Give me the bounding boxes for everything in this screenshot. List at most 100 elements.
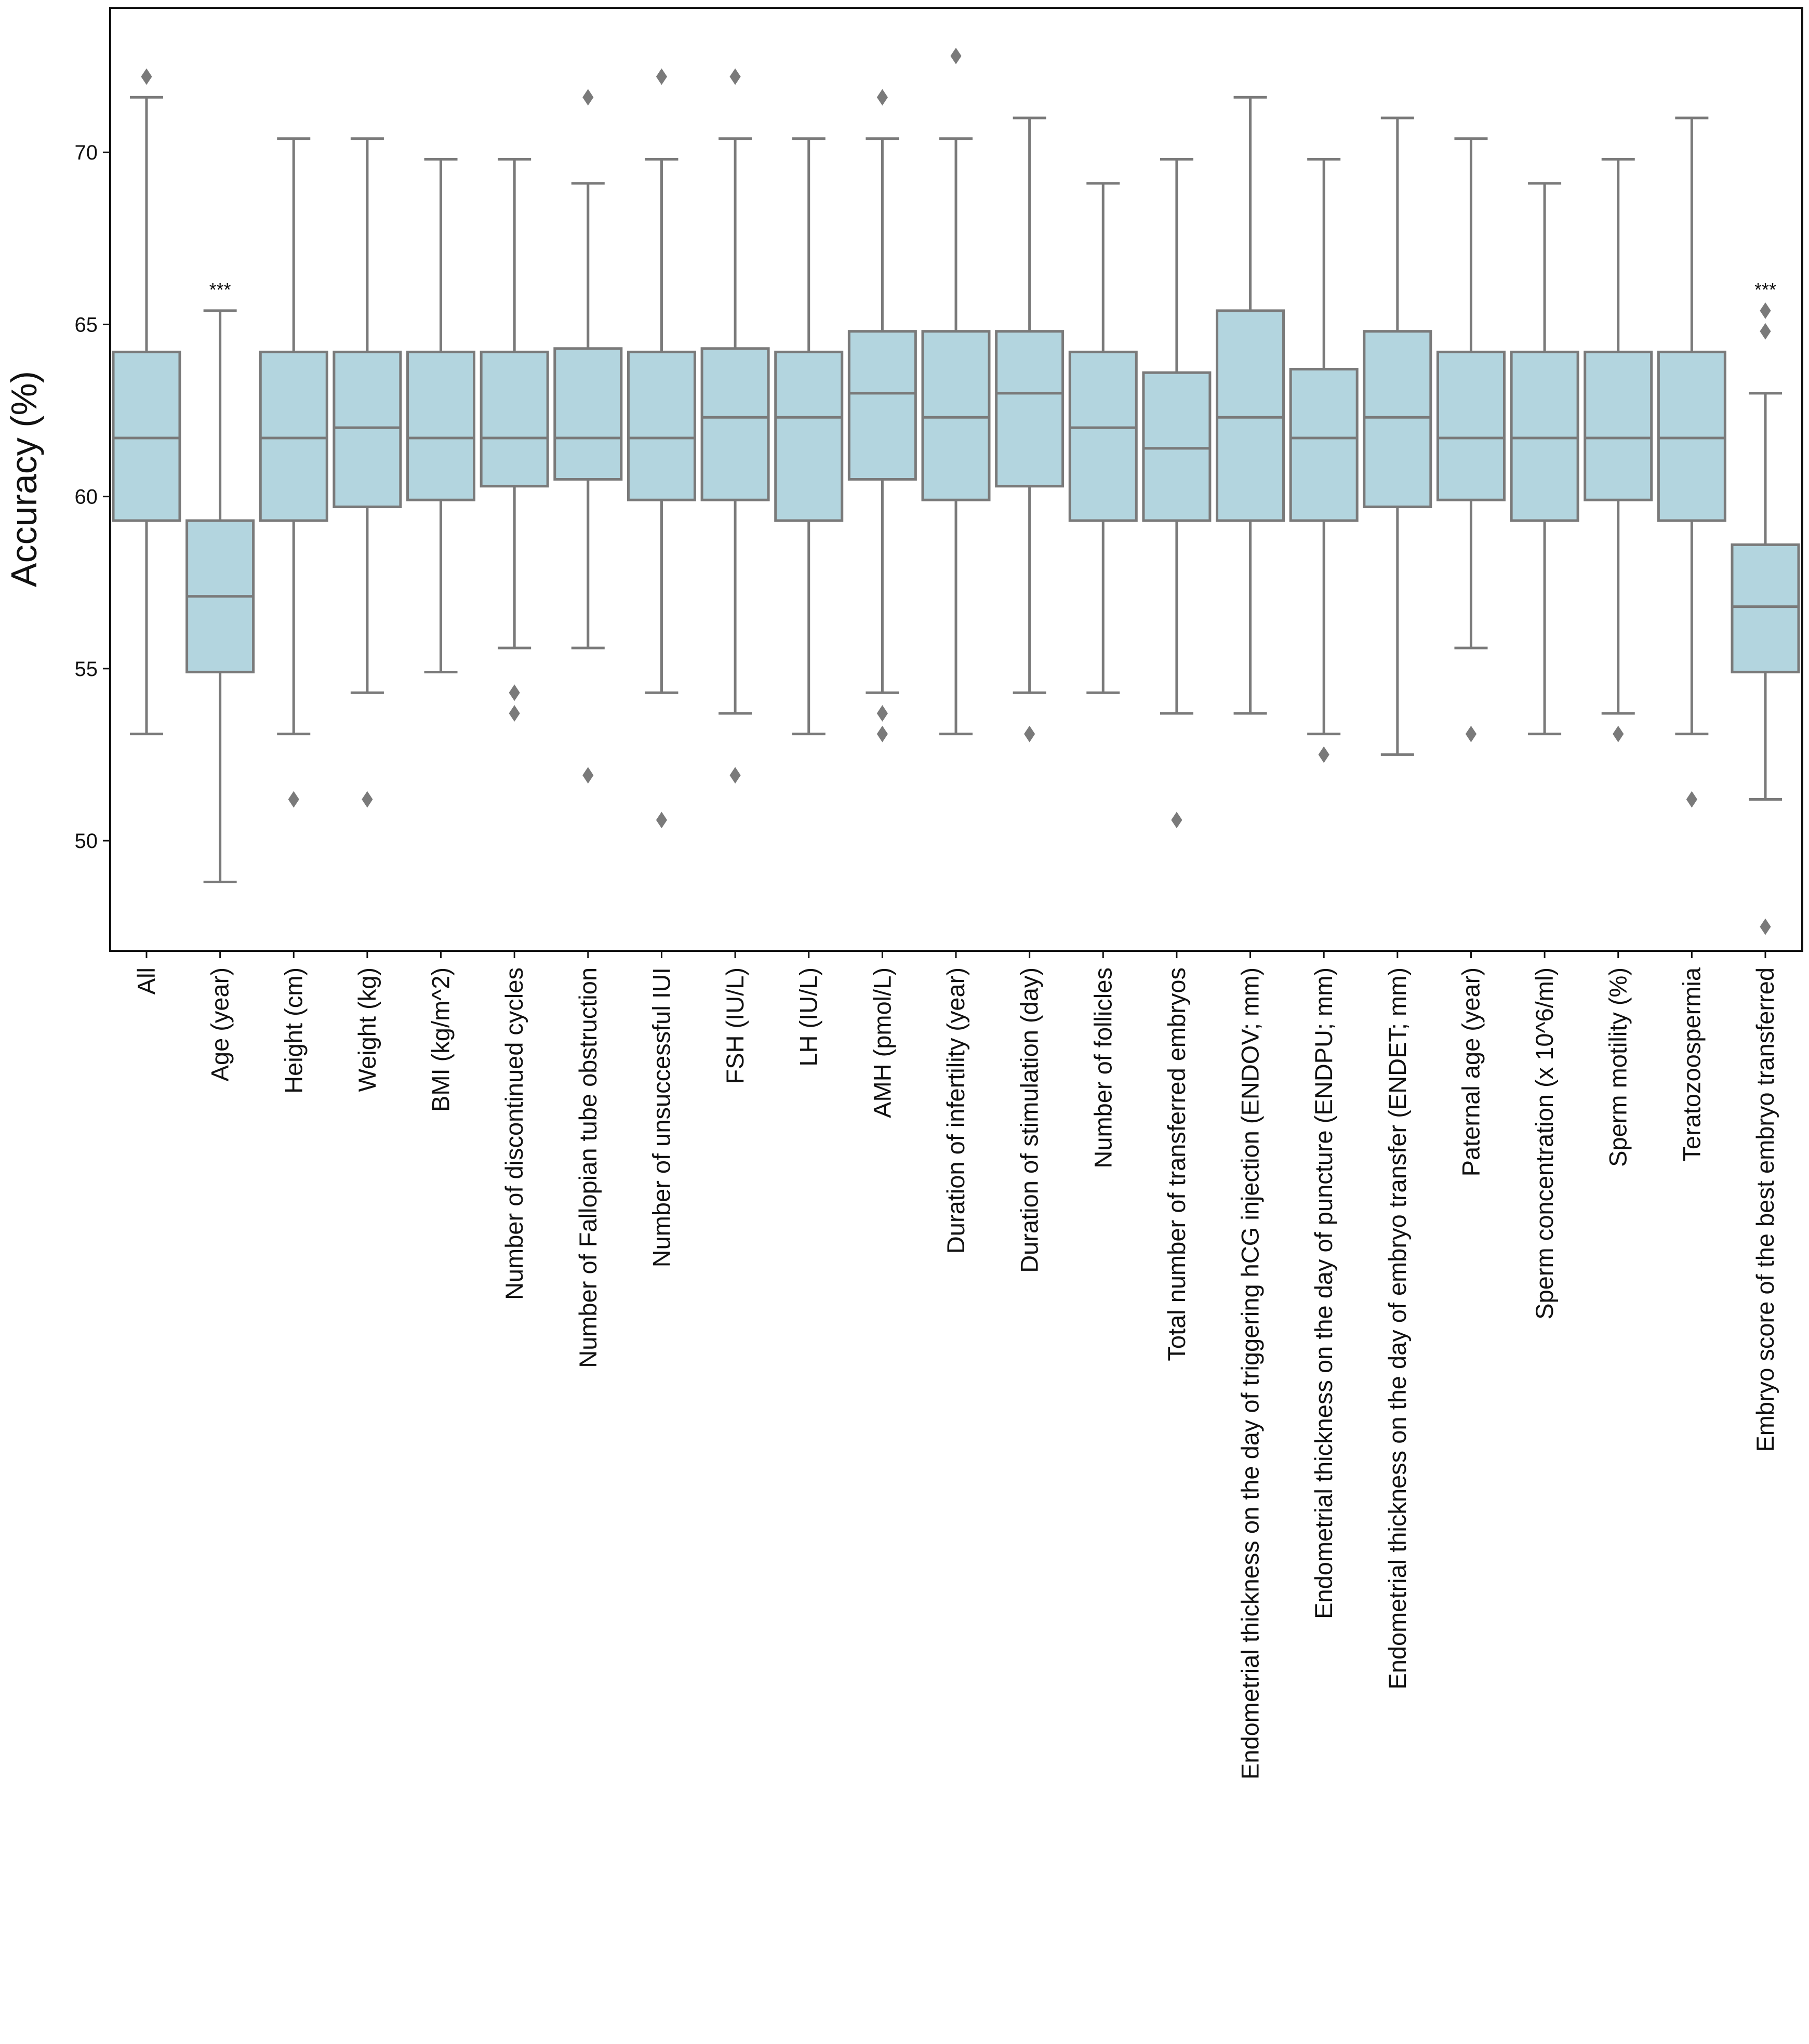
box-group: [921, 47, 991, 736]
x-tick-label: AMH (pmol/L): [868, 967, 896, 1118]
box-iqr: [553, 347, 623, 481]
outlier-point: [582, 89, 594, 106]
box-iqr: [112, 350, 181, 522]
outlier-point: [1760, 918, 1771, 935]
box-group: [1510, 182, 1579, 736]
annotations: *** ***: [209, 279, 1776, 300]
box-iqr: [1363, 330, 1432, 508]
box-iqr: [1216, 309, 1285, 522]
box-iqr: [1510, 350, 1579, 522]
box-group: [1731, 302, 1800, 935]
box-group: [480, 157, 549, 722]
outlier-point: [1760, 302, 1771, 319]
box-group: [1436, 137, 1506, 742]
outlier-point: [656, 68, 668, 85]
x-tick-label: FSH (IU/L): [721, 967, 749, 1084]
y-axis: 50 55 60 65 70: [75, 141, 110, 853]
x-tick-label: LH (IU/L): [795, 967, 822, 1067]
box-group: [185, 309, 255, 884]
x-tick-label: Paternal age (year): [1457, 967, 1484, 1176]
box-group: [847, 89, 917, 742]
x-tick-label: Endometrial thickness on the day of trig…: [1236, 967, 1264, 1780]
box-iqr: [332, 350, 402, 508]
outlier-point: [1318, 746, 1329, 763]
x-tick-label: BMI (kg/m^2): [427, 967, 455, 1112]
box-group: [332, 137, 402, 808]
box-iqr: [847, 330, 917, 481]
outlier-point: [1760, 323, 1771, 340]
box-iqr: [627, 350, 696, 501]
box-iqr: [774, 350, 844, 522]
outlier-point: [1171, 812, 1182, 829]
outlier-point: [141, 68, 152, 85]
box-group: [995, 116, 1065, 742]
box-iqr: [259, 350, 328, 522]
outlier-point: [362, 791, 373, 808]
x-tick-label: Age (year): [206, 967, 234, 1081]
x-tick-label: Height (cm): [280, 967, 307, 1094]
y-tick-label: 50: [75, 830, 98, 853]
box-group: [1068, 182, 1138, 694]
box-iqr: [406, 350, 476, 501]
x-axis: All Age (year) Height (cm) Weight (kg) BMI (…: [132, 951, 1779, 1780]
box-iqr: [1731, 543, 1800, 673]
outlier-point: [509, 684, 520, 701]
box-group: [406, 157, 476, 673]
significance-marker: ***: [1754, 279, 1776, 300]
significance-marker: ***: [209, 279, 231, 300]
outlier-point: [1613, 725, 1624, 742]
box-group: [259, 137, 328, 808]
x-tick-label: Endometrial thickness on the day of punc…: [1310, 967, 1337, 1619]
box-group: [553, 89, 623, 784]
x-tick-label: All: [132, 967, 160, 994]
box-iqr: [700, 347, 770, 501]
box-group: [627, 68, 696, 829]
x-tick-label: Duration of infertility (year): [942, 967, 969, 1254]
outlier-point: [729, 68, 741, 85]
x-tick-label: Sperm motility (%): [1604, 967, 1632, 1167]
outlier-point: [509, 705, 520, 722]
box-group: [1289, 157, 1359, 763]
x-tick-label: Number of discontinued cycles: [500, 967, 528, 1300]
outlier-point: [288, 791, 299, 808]
box-iqr: [1657, 350, 1726, 522]
box-iqr: [1584, 350, 1653, 501]
box-group: [1363, 116, 1432, 756]
y-tick-label: 55: [75, 658, 98, 681]
outlier-point: [950, 47, 962, 64]
box-iqr: [1436, 350, 1506, 501]
x-tick-label: Endometrial thickness on the day of embr…: [1384, 967, 1411, 1690]
y-tick-label: 60: [75, 486, 98, 509]
x-tick-label: Total number of transferred embryos: [1163, 967, 1190, 1361]
box-iqr: [921, 330, 991, 501]
x-tick-label: Number of unsuccessful IUI: [647, 967, 675, 1267]
box-group: [1142, 157, 1212, 829]
x-tick-label: Embryo score of the best embryo transfer…: [1751, 967, 1779, 1452]
outlier-point: [582, 767, 594, 784]
y-tick-label: 70: [75, 141, 98, 164]
box-group: [1216, 96, 1285, 715]
box-iqr: [1289, 368, 1359, 522]
outlier-point: [876, 705, 888, 722]
box-group: [1657, 116, 1726, 808]
box-group: [700, 68, 770, 784]
x-tick-label: Teratozoospermia: [1678, 967, 1705, 1161]
box-group: [1584, 157, 1653, 742]
outlier-point: [876, 89, 888, 106]
box-iqr: [1068, 350, 1138, 522]
box-group: [774, 137, 844, 736]
outlier-point: [1465, 725, 1477, 742]
box-iqr: [995, 330, 1065, 488]
outlier-point: [656, 812, 668, 829]
box-series: [112, 47, 1800, 935]
y-tick-label: 65: [75, 313, 98, 336]
outlier-point: [1686, 791, 1697, 808]
x-tick-label: Number of follicles: [1089, 967, 1116, 1169]
outlier-point: [1024, 725, 1035, 742]
box-iqr: [1142, 371, 1212, 522]
x-tick-label: Duration of stimulation (day): [1016, 967, 1043, 1273]
outlier-point: [729, 767, 741, 784]
outlier-point: [876, 725, 888, 742]
